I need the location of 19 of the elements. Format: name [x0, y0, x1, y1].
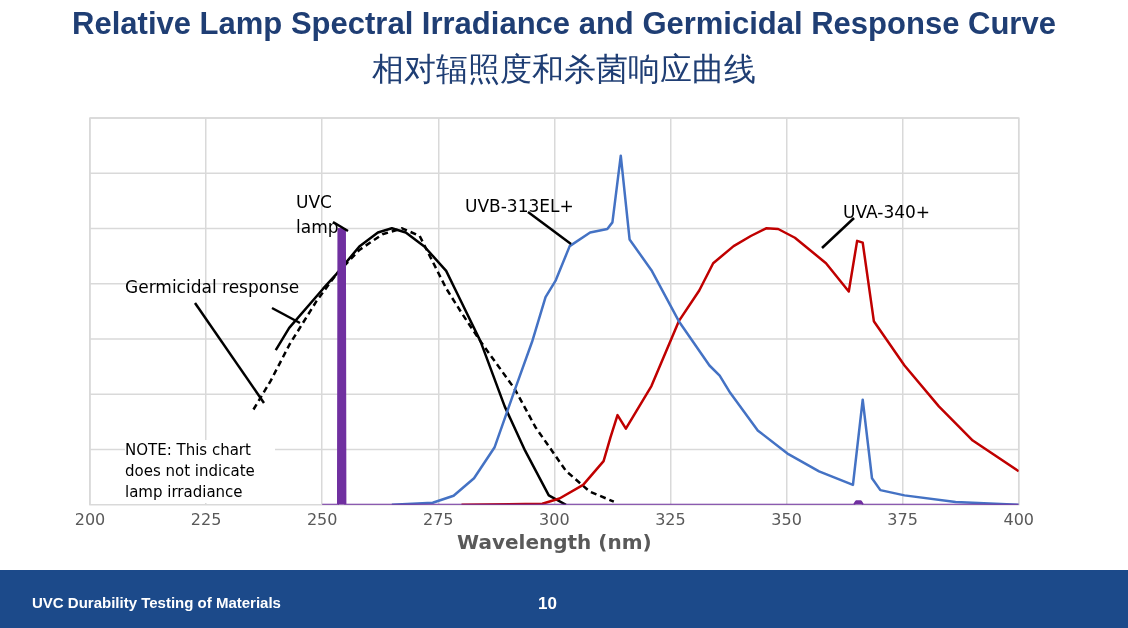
- x-tick-label: 325: [655, 509, 686, 529]
- x-tick-label: 350: [771, 509, 802, 529]
- series-label: UVA-340+: [843, 201, 932, 224]
- text: UVC Durability Testing of Materials: [32, 594, 281, 611]
- x-tick-label: 225: [190, 509, 222, 529]
- x-tick-label: 300: [539, 509, 570, 529]
- series-label: Germicidal response: [125, 276, 301, 299]
- x-tick-label: 275: [423, 509, 454, 529]
- text: 10: [538, 594, 557, 614]
- x-tick-label: 375: [887, 509, 918, 529]
- x-axis-title: Wavelength (nm): [457, 530, 652, 555]
- annotation: NOTE: This chart does not indicate lamp irradiance: [125, 440, 275, 503]
- x-tick-label: 200: [74, 509, 106, 529]
- series-label: UVB-313EL+: [465, 195, 575, 218]
- x-tick-label: 400: [1003, 509, 1034, 529]
- series-label: UVC lamp: [296, 191, 340, 239]
- chart-title: Relative Lamp Spectral Irradiance and Germicidal Response Curve: [71, 6, 1057, 42]
- x-tick-label: 250: [306, 509, 338, 529]
- chart-subtitle: 相对辐照度和杀菌响应曲线: [371, 49, 757, 90]
